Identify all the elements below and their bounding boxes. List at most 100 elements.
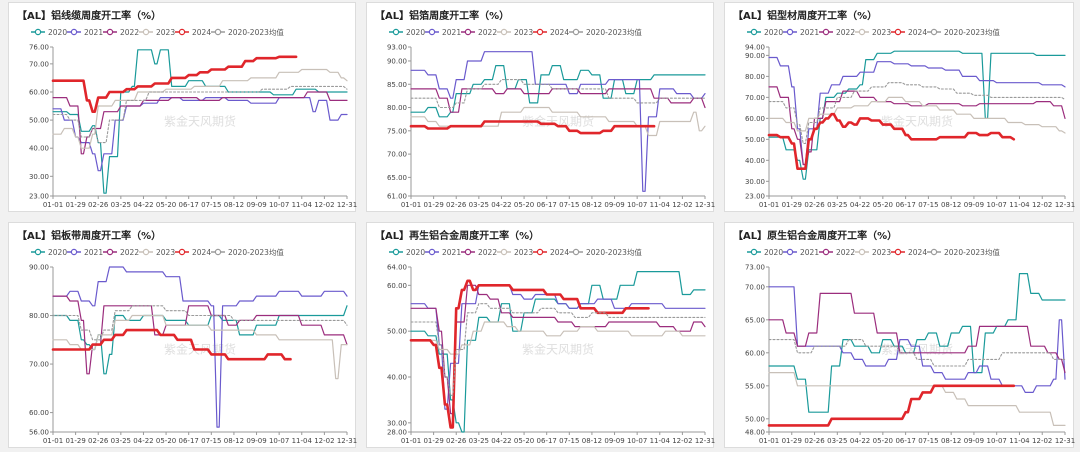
legend-label: 2024 (192, 248, 211, 257)
legend-item-2023[interactable]: 2023 (855, 28, 891, 37)
legend-item-2021[interactable]: 2021 (783, 28, 819, 37)
legend-item-avg-2020-2023[interactable]: 2020-2023均值 (927, 27, 1000, 37)
legend-item-2020[interactable]: 2020 (747, 28, 783, 37)
x-tick-label: 01-29 (423, 201, 443, 209)
legend-item-2022[interactable]: 2022 (819, 28, 855, 37)
legend-label: 2023 (514, 28, 533, 37)
y-tick-label: 56.00 (29, 429, 49, 437)
series-line-avg-2020-2023 (52, 85, 348, 144)
legend-item-2023[interactable]: 2023 (497, 28, 533, 37)
legend-item-2024[interactable]: 2024 (175, 248, 211, 257)
series-line-2020 (410, 271, 706, 433)
x-tick-label: 02-26 (88, 201, 109, 209)
legend-item-avg-2020-2023[interactable]: 2020-2023均值 (211, 247, 284, 257)
x-tick-label: 01-01 (401, 201, 421, 209)
x-tick-label: 05-20 (873, 201, 893, 209)
legend-marker (214, 28, 222, 36)
x-tick-label: 02-26 (804, 437, 825, 445)
watermark: 紫金天风期货 (881, 114, 953, 129)
series-line-avg-2020-2023 (768, 339, 1066, 367)
legend-label: 2024 (192, 28, 211, 37)
legend-marker (142, 28, 150, 36)
legend-marker (822, 28, 830, 36)
y-tick-label: 61.00 (387, 193, 407, 201)
legend-item-2022[interactable]: 2022 (819, 248, 855, 257)
legend-item-2021[interactable]: 2021 (67, 28, 103, 37)
legend-item-2024[interactable]: 2024 (533, 28, 569, 37)
legend-label: 2022 (120, 28, 139, 37)
x-tick-label: 01-29 (423, 437, 443, 445)
legend-item-2020[interactable]: 2020 (747, 248, 783, 257)
legend-item-2021[interactable]: 2021 (425, 248, 461, 257)
legend-marker (70, 28, 78, 36)
x-tick-label: 08-12 (582, 437, 602, 445)
legend-item-2023[interactable]: 2023 (139, 248, 175, 257)
legend-item-2022[interactable]: 2022 (103, 28, 139, 37)
chart-title: 【AL】铝板带周度开工率（%） (17, 229, 161, 242)
legend-item-2024[interactable]: 2024 (533, 248, 569, 257)
legend-item-2021[interactable]: 2021 (425, 28, 461, 37)
y-tick-label: 40.00 (745, 157, 765, 165)
legend-label: 2021 (84, 28, 103, 37)
legend-item-2020[interactable]: 2020 (389, 248, 425, 257)
legend-item-avg-2020-2023[interactable]: 2020-2023均值 (927, 247, 1000, 257)
chart-panel-aluminum-cable: 【AL】铝线缆周度开工率（%） 2020 2021 2022 2023 2024 2020-… (8, 2, 357, 212)
legend-label: 2022 (478, 28, 497, 37)
legend-item-avg-2020-2023[interactable]: 2020-2023均值 (569, 27, 642, 37)
legend-item-avg-2020-2023[interactable]: 2020-2023均值 (211, 27, 284, 37)
x-tick-label: 12-31 (1055, 201, 1075, 209)
y-tick-label: 55.00 (745, 382, 765, 390)
x-tick-label: 05-20 (873, 437, 893, 445)
legend-item-2020[interactable]: 2020 (389, 28, 425, 37)
legend-marker (858, 248, 866, 256)
series-line-2022 (52, 91, 348, 155)
x-tick-label: 01-29 (65, 201, 85, 209)
legend-item-2024[interactable]: 2024 (175, 28, 211, 37)
series-line-2024 (51, 328, 292, 361)
series-line-2020 (410, 65, 706, 118)
y-tick-label: 76.00 (29, 44, 49, 52)
series-line-2020 (768, 273, 1066, 413)
legend-label: 2021 (442, 248, 461, 257)
x-tick-label: 09-09 (964, 201, 984, 209)
legend-item-2021[interactable]: 2021 (67, 248, 103, 257)
legend-item-2023[interactable]: 2023 (855, 248, 891, 257)
chart-title: 【AL】原生铝合金周度开工率（%） (733, 229, 897, 242)
legend-label: 2024 (550, 28, 569, 37)
legend-item-2023[interactable]: 2023 (139, 28, 175, 37)
legend-item-2021[interactable]: 2021 (783, 248, 819, 257)
legend-item-2023[interactable]: 2023 (497, 248, 533, 257)
legend-marker (572, 248, 580, 256)
legend-label: 2023 (156, 28, 175, 37)
chart-panel-recycled-alloy: 【AL】再生铝合金周度开工率（%） 2020 2021 2022 2023 2024 202… (366, 222, 715, 448)
legend-label: 2024 (908, 248, 927, 257)
x-tick-label: 05-20 (514, 437, 534, 445)
legend-item-2022[interactable]: 2022 (103, 248, 139, 257)
legend-label: 2023 (872, 248, 891, 257)
legend-item-2020[interactable]: 2020 (31, 248, 67, 257)
legend-label: 2024 (550, 248, 569, 257)
x-tick-label: 04-22 (850, 201, 870, 209)
legend-item-2020[interactable]: 2020 (31, 28, 67, 37)
x-tick-label: 07-15 (559, 437, 579, 445)
x-tick-label: 03-25 (469, 437, 489, 445)
x-tick-label: 07-15 (201, 201, 221, 209)
x-tick-label: 02-26 (446, 201, 467, 209)
x-tick-label: 01-01 (759, 437, 779, 445)
legend-marker (34, 248, 42, 256)
y-tick-label: 40.00 (387, 374, 407, 382)
y-tick-label: 50.00 (29, 117, 49, 125)
legend-label: 2021 (800, 28, 819, 37)
legend-item-2024[interactable]: 2024 (891, 248, 927, 257)
legend-label: 2020-2023均值 (228, 247, 284, 257)
y-tick-label: 60.00 (745, 115, 765, 123)
legend-item-2024[interactable]: 2024 (891, 28, 927, 37)
x-tick-label: 08-12 (582, 201, 602, 209)
legend-marker (214, 248, 222, 256)
x-tick-label: 12-02 (1032, 201, 1052, 209)
legend-item-2022[interactable]: 2022 (461, 28, 497, 37)
legend-item-avg-2020-2023[interactable]: 2020-2023均值 (569, 247, 642, 257)
y-tick-label: 40.00 (29, 145, 49, 153)
legend-marker (858, 28, 866, 36)
legend-item-2022[interactable]: 2022 (461, 248, 497, 257)
